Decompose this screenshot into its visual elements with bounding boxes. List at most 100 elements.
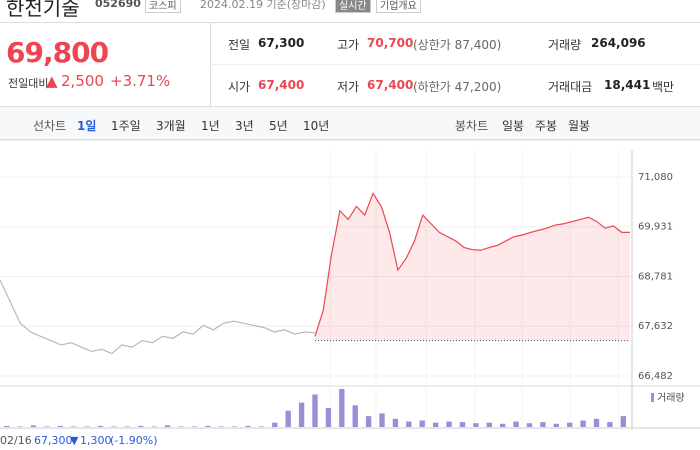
x-tick-label: 12:00 <box>461 434 490 435</box>
stat-label: 거래량 <box>548 38 582 52</box>
change-arrow: ▲ <box>46 72 58 90</box>
divider <box>210 64 700 65</box>
volume-bar <box>540 422 546 427</box>
volume-bar <box>30 425 37 427</box>
code: 052690 <box>95 0 141 10</box>
tab-label: 선차트 <box>33 119 67 133</box>
x-tick-label: 11:00 <box>412 434 441 435</box>
stat-label: 저가 <box>337 80 360 94</box>
volume-bar <box>352 405 358 427</box>
volume-bar <box>620 416 626 427</box>
tab-bar <box>0 106 700 140</box>
x-tick-label: 15:00 <box>604 434 633 435</box>
volume-bar <box>607 422 613 427</box>
divider <box>0 22 700 23</box>
footer-change: 1,300 <box>80 434 112 447</box>
volume-bar <box>285 410 291 427</box>
realtime[interactable]: 실시간 <box>335 0 371 13</box>
volume-bar <box>17 426 23 427</box>
tab[interactable]: 5년 <box>269 119 288 133</box>
volume-bar <box>44 426 50 427</box>
volume-bar <box>392 418 399 427</box>
volume-bar <box>593 418 600 427</box>
price: 69,800 <box>6 36 109 69</box>
change-rate: +3.71% <box>110 72 171 90</box>
tab[interactable]: 주봉 <box>535 119 558 133</box>
volume-bar <box>526 423 533 427</box>
stat-label: 시가 <box>228 80 251 94</box>
volume-bar <box>298 402 305 427</box>
volume-bar <box>124 426 131 427</box>
tab[interactable]: 3개월 <box>156 119 186 133</box>
x-tick-label: 02/19 <box>316 434 345 435</box>
volume-bar <box>71 426 77 427</box>
tab[interactable]: 월봉 <box>568 119 591 133</box>
volume-bar <box>459 422 466 427</box>
volume-bar <box>486 422 492 427</box>
legend-label: 거래량 <box>657 392 685 404</box>
volume-bar <box>580 420 586 427</box>
volume-bar <box>365 416 372 427</box>
footer-rate: (-1.90%) <box>110 434 158 447</box>
tab[interactable]: 3년 <box>235 119 254 133</box>
volume-bar <box>432 422 439 427</box>
tab[interactable]: 1일 <box>77 119 97 133</box>
chart: 71,080 69,931 68,781 67,632 66,482 02/19 10:00… <box>0 140 700 435</box>
y-tick-label: 69,931 <box>638 222 673 233</box>
stat-value: 67,400 <box>367 78 414 92</box>
volume-bar <box>446 421 452 427</box>
x-tick-label: 13:00 <box>508 434 537 435</box>
volume-bar <box>231 426 238 427</box>
stat-label: 고가 <box>337 38 360 52</box>
volume-bar <box>97 425 104 427</box>
x-tick-label: 10:00 <box>362 434 391 435</box>
change-label: 전일대비 <box>8 77 49 90</box>
stat-label: 거래대금 <box>548 80 593 94</box>
footer-arrow: ▼ <box>70 434 79 447</box>
y-tick-label: 66,482 <box>638 371 673 382</box>
stat-label: 전일 <box>228 38 251 52</box>
volume-bar <box>218 426 224 427</box>
footer-date: 02/16 <box>0 434 32 447</box>
stat-value: 264,096 <box>591 36 646 50</box>
x-tick-label: 14:00 <box>556 434 585 435</box>
tab[interactable]: 1주일 <box>111 119 141 133</box>
volume-bar <box>406 421 412 427</box>
y-tick-label: 67,632 <box>638 321 673 332</box>
volume-bar <box>245 425 251 427</box>
volume-bar <box>513 421 519 427</box>
tab[interactable]: 1년 <box>201 119 220 133</box>
volume-bar <box>178 426 184 427</box>
volume-bar <box>258 426 265 427</box>
tab[interactable]: 10년 <box>303 119 330 133</box>
volume-bar <box>57 425 63 427</box>
overview[interactable]: 기업개요 <box>376 0 421 13</box>
volume-bar <box>553 423 559 427</box>
tab[interactable]: 일봉 <box>502 119 525 133</box>
line <box>314 192 630 337</box>
stat-value: 70,700 <box>367 36 414 50</box>
volume-bar <box>138 425 144 427</box>
stat-note: (상한가 87,400) <box>413 38 502 52</box>
legend-swatch <box>651 393 654 402</box>
volume-bar <box>567 422 573 427</box>
footer-close: 67,300 <box>34 434 73 447</box>
volume-bar <box>272 422 278 427</box>
y-tick-label: 71,080 <box>638 172 673 183</box>
volume-bar <box>191 426 198 427</box>
volume-bar <box>473 423 479 427</box>
date: 2024.02.19 기준(장마감) <box>200 0 326 11</box>
market: 코스피 <box>145 0 181 13</box>
stat-value: 67,400 <box>258 78 305 92</box>
volume-bar <box>164 425 171 427</box>
volume-bar <box>312 394 318 427</box>
volume-bar <box>419 420 425 427</box>
volume-bar <box>205 425 211 427</box>
line <box>0 279 316 355</box>
area <box>315 193 630 341</box>
volume-bar <box>84 426 90 427</box>
volume-bar <box>4 425 10 427</box>
volume-bar <box>499 423 506 427</box>
volume-bar <box>151 426 157 427</box>
title: 한전기술 <box>6 0 80 20</box>
